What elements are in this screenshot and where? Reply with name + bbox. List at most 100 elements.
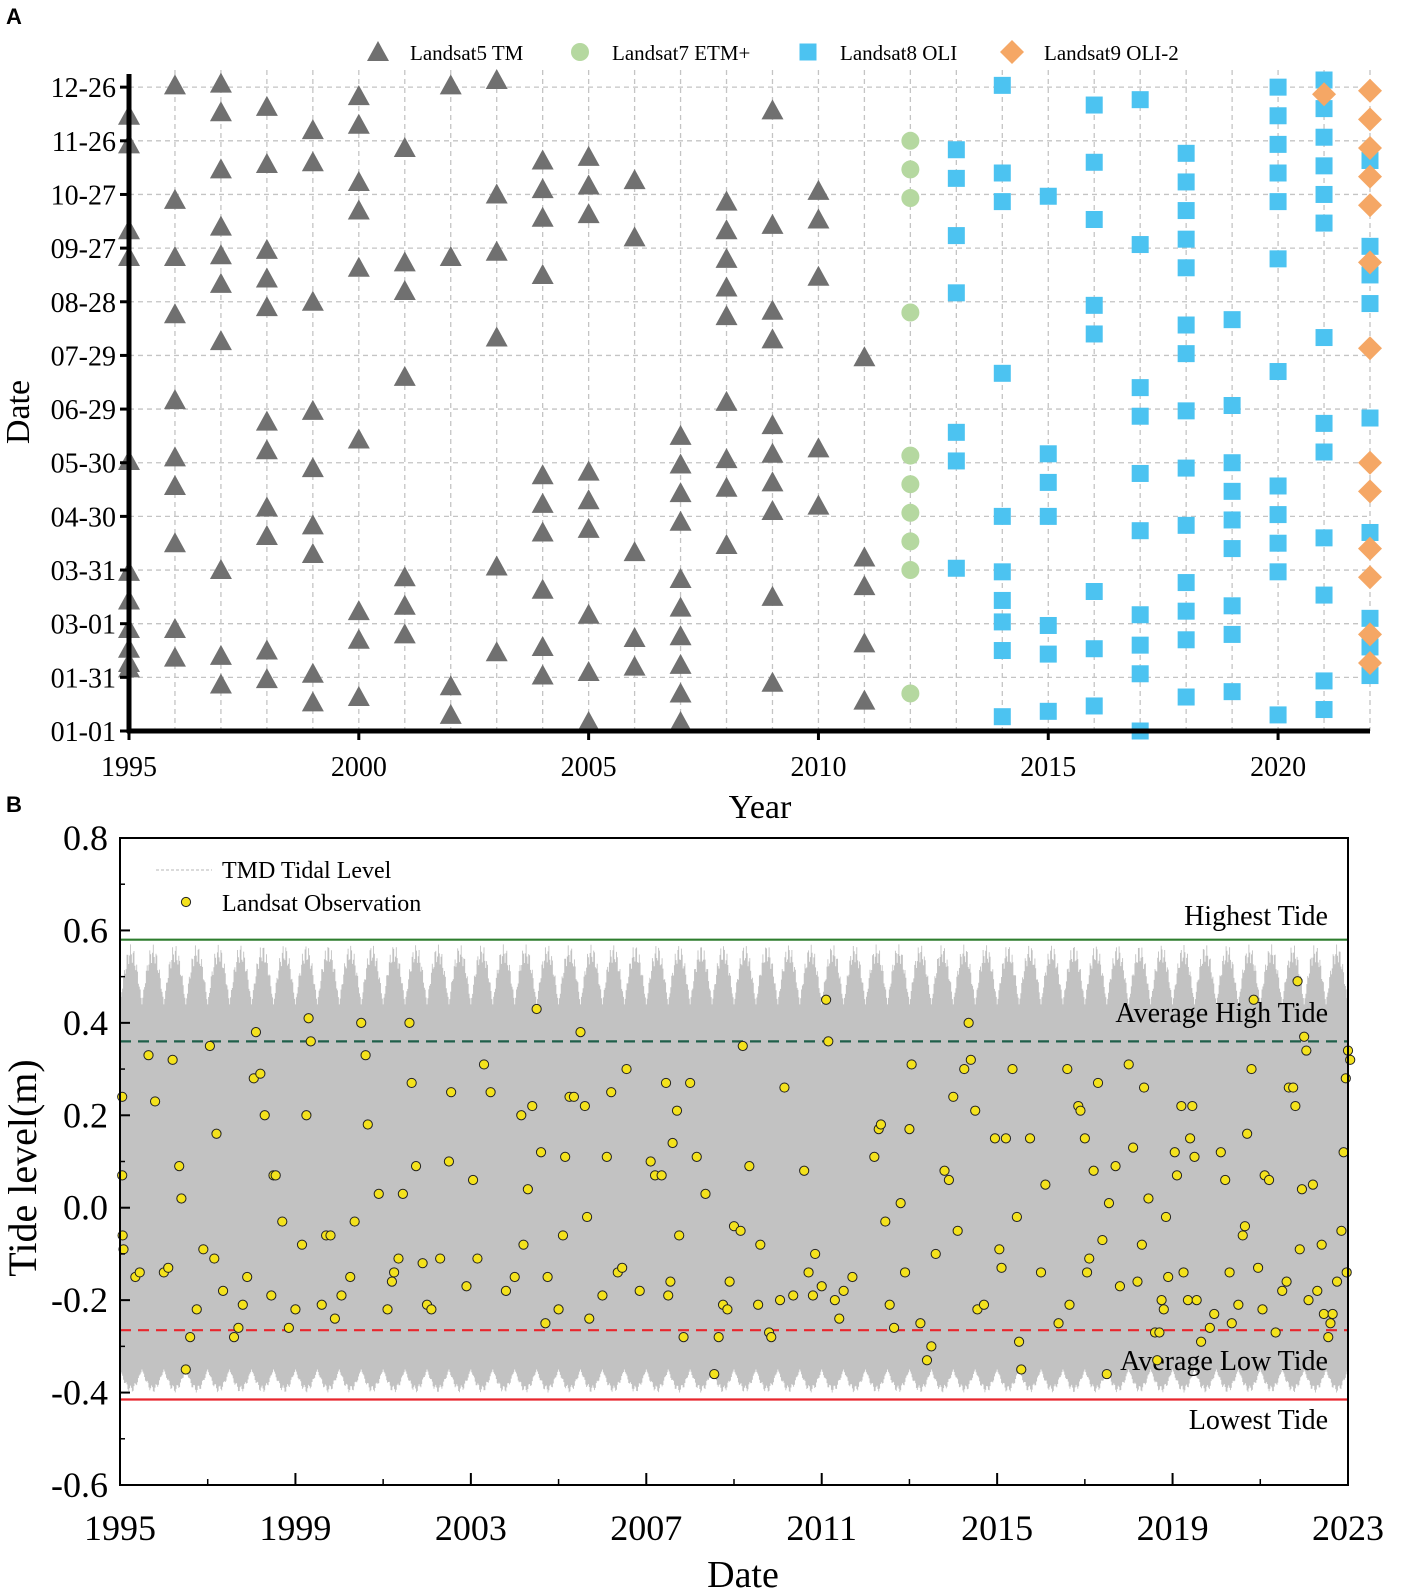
landsat-observation-point [426,1304,437,1315]
landsat-observation-point [816,1281,827,1292]
landsat5-tm-point [209,673,232,694]
landsat-observation-point [1160,1211,1172,1223]
landsat-observation-point [356,1017,367,1028]
landsat-observation-point [527,1100,538,1112]
landsat-observation-point [803,1267,814,1278]
panel-a-chart: 01-01 01-31 03-01 03-31 04-30 05-30 06-29 07-29… [0,40,1382,826]
landsat5-tm-point [669,682,692,703]
landsat9-oli-2-point [1358,135,1382,160]
landsat8-oli-point [993,193,1011,211]
landsat8-oli-point [1177,402,1195,420]
landsat-observation-point [522,1184,533,1195]
x-tick-label: 1999 [259,1508,331,1548]
landsat8-oli-point [1223,625,1241,643]
landsat-observation-point [560,1151,571,1162]
landsat-observation-point [163,1262,174,1273]
landsat5-tm-point [163,646,186,667]
landsat-observation-point [1097,1234,1108,1246]
landsat5-tm-point [209,272,232,293]
landsat-observation-point [606,1087,617,1098]
landsat-observation-point [1154,1327,1165,1338]
landsat8-oli-point [1039,473,1057,491]
landsat-observation-point [1288,1082,1299,1093]
landsat-observation-point [406,1077,417,1089]
landsat8-oli-point [1131,91,1149,109]
y-tick-label: 01-31 [51,663,116,694]
landsat-observation-point [336,1290,347,1301]
landsat8-oli-point [1131,522,1149,540]
landsat-observation-point [584,1313,595,1324]
landsat5-tm-point [439,703,462,724]
landsat-observation-point [678,1332,689,1343]
landsat8-oli-point [1131,464,1149,482]
landsat5-tm-point [623,226,646,247]
x-tick-label: 2005 [561,752,617,783]
landsat-observation-point [568,1091,580,1102]
landsat8-oli-point [1177,631,1195,649]
landsat5-tm-point [393,251,416,272]
landsat-observation-point [1152,1355,1163,1366]
landsat-observation-point [656,1170,667,1181]
landsat5-tm-point [531,664,554,685]
landsat7-etm-point [901,475,920,494]
landsat-observation-point [869,1151,880,1162]
landsat-observation-point [829,1295,840,1306]
landsat-observation-point [847,1271,858,1283]
landsat8-oli-point [947,423,965,441]
landsat-observation-point [665,1276,676,1287]
landsat-observation-point [1024,1133,1036,1144]
landsat8-oli-point [1315,586,1333,604]
landsat8-oli-point [1177,516,1195,534]
landsat5-tm-point [347,600,370,621]
landsat5-tm-point [301,119,324,140]
landsat-observation-point [1035,1267,1047,1278]
landsat-observation-point [1176,1100,1187,1112]
landsat5-tm-point [301,457,324,478]
landsat-observation-point [709,1368,720,1380]
landsat8-oli-point [1315,214,1333,232]
landsat-observation-point [277,1216,288,1227]
landsat-observation-point [1341,1267,1352,1278]
landsat-observation-point [1237,1230,1248,1241]
landsat-observation-point [443,1156,455,1167]
landsat5-tm-point [347,170,370,191]
landsat-observation-point [1224,1267,1235,1278]
landsat5-tm-point [715,305,738,326]
landsat-observation-point [685,1077,696,1089]
landsat8-oli-point [1131,379,1149,397]
landsat8-oli-point [1361,523,1379,541]
landsat8-oli-point [947,169,965,187]
landsat-observation-point [1158,1304,1169,1315]
landsat5-tm-point [301,151,324,172]
x-tick-label: 2015 [961,1508,1033,1548]
legend-marker [799,43,817,61]
landsat5-tm-point [761,99,784,120]
landsat-observation-point [557,1230,569,1241]
landsat-observation-point [1248,994,1259,1005]
landsat8-oli-point [1315,443,1333,461]
landsat8-oli-point [1039,187,1057,205]
landsat-observation-point [634,1285,645,1297]
lowest-tide-label: Lowest Tide [1189,1405,1328,1436]
landsat8-oli-point [1177,459,1195,477]
y-tick-label: 05-30 [51,449,116,480]
landsat-observation-point [174,1161,185,1172]
landsat-observation-point [1138,1082,1150,1093]
landsat8-oli-point [993,613,1011,631]
landsat-observation-point [250,1027,262,1038]
landsat-observation-point [645,1156,656,1167]
landsat5-tm-point [761,471,784,492]
landsat-observation-point [362,1119,373,1130]
landsat5-tm-point [577,145,600,166]
landsat-observation-point [1226,1318,1237,1329]
landsat5-tm-point [715,247,738,268]
landsat5-tm-point [163,618,186,639]
landsat5-tm-point [531,149,554,170]
landsat-observation-point [1084,1253,1095,1264]
landsat-observation-point [1204,1322,1215,1333]
legend-marker [180,896,192,908]
landsat-observation-point [1169,1147,1180,1158]
landsat-observation-point [410,1161,422,1172]
landsat5-tm-point [347,113,370,134]
